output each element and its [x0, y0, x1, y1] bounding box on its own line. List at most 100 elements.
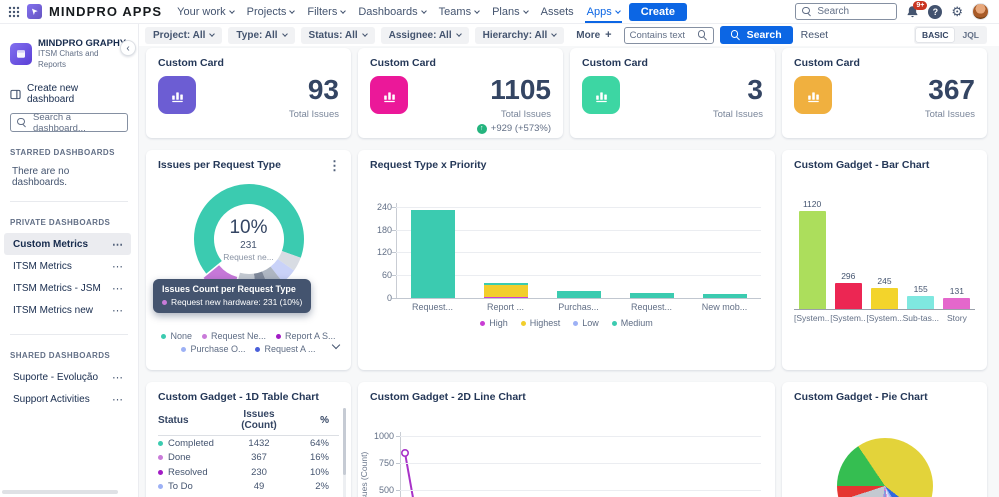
kebab-menu-icon[interactable]: ⋮ [328, 158, 341, 173]
legend-item-highest[interactable]: Highest [520, 318, 560, 328]
nav-item-label: Assets [540, 5, 574, 18]
nav-item-projects[interactable]: Projects [247, 0, 296, 23]
sidebar-collapse-button[interactable]: ‹ [120, 40, 136, 56]
legend-item-medium[interactable]: Medium [611, 318, 653, 328]
bars-container [396, 203, 761, 298]
contains-text-input[interactable]: Contains text [623, 26, 714, 44]
sidebar-app-title: MINDPRO GRAPHY [38, 38, 127, 49]
mode-jql-button[interactable]: JQL [962, 30, 979, 40]
issues-count: 367 [251, 452, 267, 464]
nav-item-assets[interactable]: Assets [541, 0, 574, 23]
y-tick-mark [392, 275, 396, 277]
nav-item-filters[interactable]: Filters [307, 0, 347, 23]
horizontal-scrollbar[interactable] [2, 490, 118, 494]
item-menu-icon[interactable]: ⋯ [112, 304, 124, 317]
vertical-scrollbar[interactable] [343, 408, 346, 497]
sidebar-app-header: MINDPRO GRAPHY ITSM Charts and Reports [0, 38, 138, 70]
filter-hierarchy-all[interactable]: Hierarchy: All [474, 26, 565, 44]
item-menu-icon[interactable]: ⋯ [112, 282, 124, 295]
table-row-done[interactable]: Done 367 16% [158, 451, 339, 466]
filter-project-all[interactable]: Project: All [145, 26, 223, 44]
brand-name[interactable]: MINDPRO APPS [49, 4, 163, 19]
item-menu-icon[interactable]: ⋯ [112, 371, 124, 384]
bar-story[interactable]: 131 [942, 286, 972, 309]
private-dashboard-list: Custom Metrics ⋯ ITSM Metrics ⋯ ITSM Metrics… [0, 233, 138, 321]
nav-item-dashboards[interactable]: Dashboards [358, 0, 427, 23]
table-row-completed[interactable]: Completed 1432 64% [158, 436, 339, 451]
legend-item-report-a-s[interactable]: Report A S... [276, 331, 336, 341]
bar-system[interactable]: 245 [869, 276, 899, 309]
sidebar-item-suporte-evolu-o[interactable]: Suporte - Evolução ⋯ [4, 366, 131, 388]
filter-status-all[interactable]: Status: All [300, 26, 375, 44]
legend-item-purchase-o[interactable]: Purchase O... [181, 344, 245, 354]
bar-request[interactable] [410, 210, 455, 298]
mode-basic-button[interactable]: BASIC [916, 28, 955, 42]
global-search-input[interactable]: Search [795, 3, 898, 20]
pie-chart[interactable] [837, 438, 933, 497]
gridline [396, 206, 761, 208]
filter-assignee-all[interactable]: Assignee: All [380, 26, 469, 44]
item-menu-icon[interactable]: ⋯ [112, 260, 124, 273]
app-switcher-icon[interactable] [8, 6, 20, 18]
bar-system[interactable]: 296 [833, 271, 863, 309]
table-row-resolved[interactable]: Resolved 230 10% [158, 465, 339, 480]
gridline [400, 436, 761, 437]
sidebar-item-itsm-metrics[interactable]: ITSM Metrics ⋯ [4, 255, 131, 277]
sidebar-item-itsm-metrics-new[interactable]: ITSM Metrics new ⋯ [4, 299, 131, 321]
card-subtitle: Total Issues [500, 109, 551, 120]
nav-item-apps[interactable]: Apps [584, 0, 622, 23]
item-menu-icon[interactable]: ⋯ [112, 393, 124, 406]
search-icon [697, 30, 708, 40]
table-row-to-do[interactable]: To Do 49 2% [158, 480, 339, 495]
item-menu-icon[interactable]: ⋯ [112, 238, 124, 251]
scrollbar-thumb[interactable] [343, 408, 346, 475]
sidebar-item-label: Support Activities [13, 393, 90, 405]
filter-bar: Project: All Type: All Status: All Assignee… [139, 24, 999, 46]
legend-item-request-a[interactable]: Request A ... [255, 344, 316, 354]
bar-value-label: 131 [949, 285, 964, 296]
nav-item-your-work[interactable]: Your work [177, 0, 235, 23]
sidebar-item-itsm-metrics-jsm[interactable]: ITSM Metrics - JSM ⋯ [4, 277, 131, 299]
dashboards-sidebar: ‹ MINDPRO GRAPHY ITSM Charts and Reports… [0, 24, 139, 497]
notifications-button[interactable]: 9+ [906, 1, 928, 18]
sidebar-item-custom-metrics[interactable]: Custom Metrics ⋯ [4, 233, 131, 256]
legend-dot [276, 333, 281, 339]
table-row-waiting-for-a[interactable]: Waiting for a...412% [158, 494, 339, 497]
reset-button[interactable]: Reset [800, 29, 829, 41]
card-value: 1105 [490, 74, 551, 105]
bar-sub-tas[interactable]: 155 [906, 284, 936, 309]
bar-new-mob[interactable] [702, 294, 747, 298]
bar [798, 211, 826, 309]
y-tick-label: 750 [378, 458, 394, 468]
chevron-down-icon [361, 31, 368, 37]
create-new-dashboard-button[interactable]: Create new dashboard [0, 83, 138, 105]
line-chart[interactable] [400, 426, 749, 497]
create-button[interactable]: Create [628, 2, 687, 21]
search-button[interactable]: Search [719, 26, 793, 44]
stacked-bar-chart[interactable] [396, 203, 761, 299]
bar-system[interactable]: 1120 [797, 199, 827, 309]
user-avatar[interactable] [972, 3, 989, 20]
dashboard-search-input[interactable]: Search a dashboard... [10, 112, 128, 134]
bar-report[interactable] [483, 283, 528, 298]
card-value: 93 [307, 74, 339, 105]
legend-item-request-ne[interactable]: Request Ne... [201, 331, 266, 341]
filter-type-all[interactable]: Type: All [228, 26, 295, 44]
help-button[interactable]: ? [928, 4, 943, 19]
bar-purchas[interactable] [556, 291, 601, 298]
bar-request[interactable] [629, 293, 674, 298]
nav-item-plans[interactable]: Plans [492, 0, 529, 23]
bar-chart[interactable]: 1120 296 245 155 131 [794, 199, 975, 310]
settings-gear-icon[interactable]: ⚙ [951, 4, 963, 19]
card-delta: ↑ +929 (+573%) [476, 123, 551, 134]
notification-badge: 9+ [913, 1, 928, 10]
sidebar-item-support-activities[interactable]: Support Activities ⋯ [4, 388, 131, 410]
gridline [396, 252, 761, 254]
legend-item-high[interactable]: High [480, 318, 508, 328]
legend-item-none[interactable]: None [161, 331, 192, 341]
legend-item-low[interactable]: Low [573, 318, 599, 328]
more-filters-button[interactable]: More + [576, 29, 612, 41]
starred-empty-text: There are no dashboards. [12, 166, 70, 189]
nav-item-teams[interactable]: Teams [439, 0, 480, 23]
mindpro-logo-icon[interactable] [27, 4, 42, 19]
